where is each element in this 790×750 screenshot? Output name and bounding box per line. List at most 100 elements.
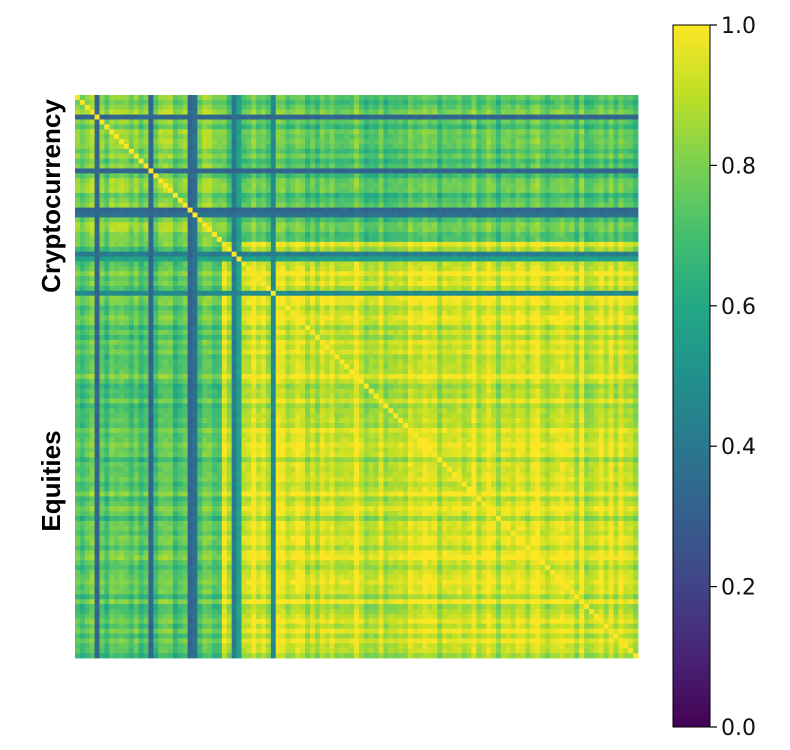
heatmap-cell [290, 374, 296, 380]
heatmap-cell [94, 173, 100, 179]
heatmap-cell [280, 281, 286, 287]
heatmap-cell [182, 241, 188, 248]
heatmap-cell [187, 104, 193, 111]
heatmap-cell [216, 300, 223, 306]
heatmap-cell [305, 168, 311, 174]
heatmap-cell [358, 129, 365, 135]
heatmap-cell [84, 95, 91, 101]
heatmap-cell [407, 197, 414, 204]
heatmap-cell [163, 261, 169, 267]
heatmap-cell [99, 207, 105, 213]
heatmap-cell [407, 378, 414, 385]
heatmap-cell [251, 173, 257, 179]
heatmap-cell [329, 290, 335, 297]
heatmap-cell [197, 364, 203, 370]
heatmap-cell [270, 383, 277, 390]
heatmap-cell [207, 99, 213, 106]
heatmap-cell [393, 290, 399, 297]
heatmap-cell [192, 183, 198, 189]
heatmap-cell [202, 217, 208, 223]
heatmap-cell [349, 251, 355, 257]
heatmap-cell [123, 207, 130, 213]
heatmap-cell [212, 295, 218, 302]
heatmap-cell [251, 236, 257, 243]
heatmap-cell [216, 364, 223, 370]
heatmap-cell [265, 261, 272, 267]
heatmap-cell [403, 408, 409, 414]
heatmap-cell [354, 129, 360, 135]
heatmap-cell [383, 300, 389, 306]
heatmap-cell [388, 290, 394, 297]
heatmap-cell [207, 139, 213, 145]
heatmap-cell [412, 261, 419, 267]
heatmap-cell [192, 281, 198, 287]
heatmap-cell [309, 325, 316, 331]
heatmap-cell [412, 285, 419, 292]
heatmap-cell [153, 374, 159, 380]
heatmap-cell [153, 413, 159, 419]
heatmap-cell [197, 295, 203, 302]
heatmap-cell [114, 202, 120, 208]
heatmap-cell [275, 202, 282, 208]
heatmap-cell [383, 359, 389, 365]
heatmap-cell [197, 339, 203, 346]
heatmap-cell [319, 266, 326, 272]
heatmap-cell [417, 168, 423, 174]
heatmap-cell [324, 236, 330, 243]
heatmap-cell [114, 418, 120, 424]
heatmap-cell [109, 432, 115, 439]
heatmap-cell [75, 251, 81, 257]
heatmap-cell [212, 378, 218, 385]
heatmap-cell [403, 271, 409, 277]
heatmap-cell [143, 285, 149, 292]
heatmap-cell [197, 310, 203, 316]
heatmap-cell [363, 339, 370, 346]
heatmap-cell [388, 183, 394, 189]
heatmap-cell [182, 398, 188, 404]
heatmap-cell [309, 369, 316, 375]
heatmap-cell [334, 305, 340, 311]
heatmap-cell [128, 398, 135, 404]
heatmap-cell [305, 192, 311, 199]
heatmap-cell [285, 183, 291, 189]
heatmap-cell [314, 168, 321, 174]
heatmap-cell [109, 320, 115, 326]
heatmap-cell [202, 334, 208, 341]
heatmap-cell [182, 339, 188, 346]
heatmap-cell [358, 432, 365, 439]
heatmap-cell [94, 261, 100, 267]
heatmap-cell [79, 300, 86, 306]
heatmap-cell [363, 334, 370, 341]
heatmap-cell [393, 339, 399, 346]
heatmap-cell [265, 114, 272, 120]
heatmap-cell [398, 315, 404, 321]
heatmap-cell [75, 413, 81, 419]
heatmap-cell [207, 364, 213, 370]
heatmap-cell [344, 418, 350, 424]
heatmap-cell [344, 114, 350, 120]
heatmap-cell [358, 163, 365, 169]
heatmap-cell [344, 393, 350, 399]
heatmap-cell [349, 207, 355, 213]
heatmap-cell [349, 408, 355, 414]
heatmap-cell [403, 369, 409, 375]
heatmap-cell [221, 246, 228, 253]
heatmap-cell [354, 256, 360, 262]
heatmap-cell [138, 153, 144, 160]
heatmap-cell [182, 349, 188, 355]
heatmap-cell [94, 432, 100, 439]
heatmap-cell [407, 281, 414, 287]
heatmap-cell [393, 168, 399, 174]
heatmap-cell [143, 300, 149, 306]
heatmap-cell [187, 95, 193, 101]
heatmap-cell [192, 344, 198, 350]
heatmap-cell [84, 232, 91, 238]
heatmap-cell [319, 364, 326, 370]
heatmap-cell [393, 153, 399, 160]
heatmap-cell [89, 168, 95, 174]
heatmap-cell [309, 95, 316, 101]
heatmap-cell [99, 271, 105, 277]
heatmap-cell [383, 241, 389, 248]
heatmap-cell [241, 427, 247, 434]
heatmap-cell [251, 261, 257, 267]
